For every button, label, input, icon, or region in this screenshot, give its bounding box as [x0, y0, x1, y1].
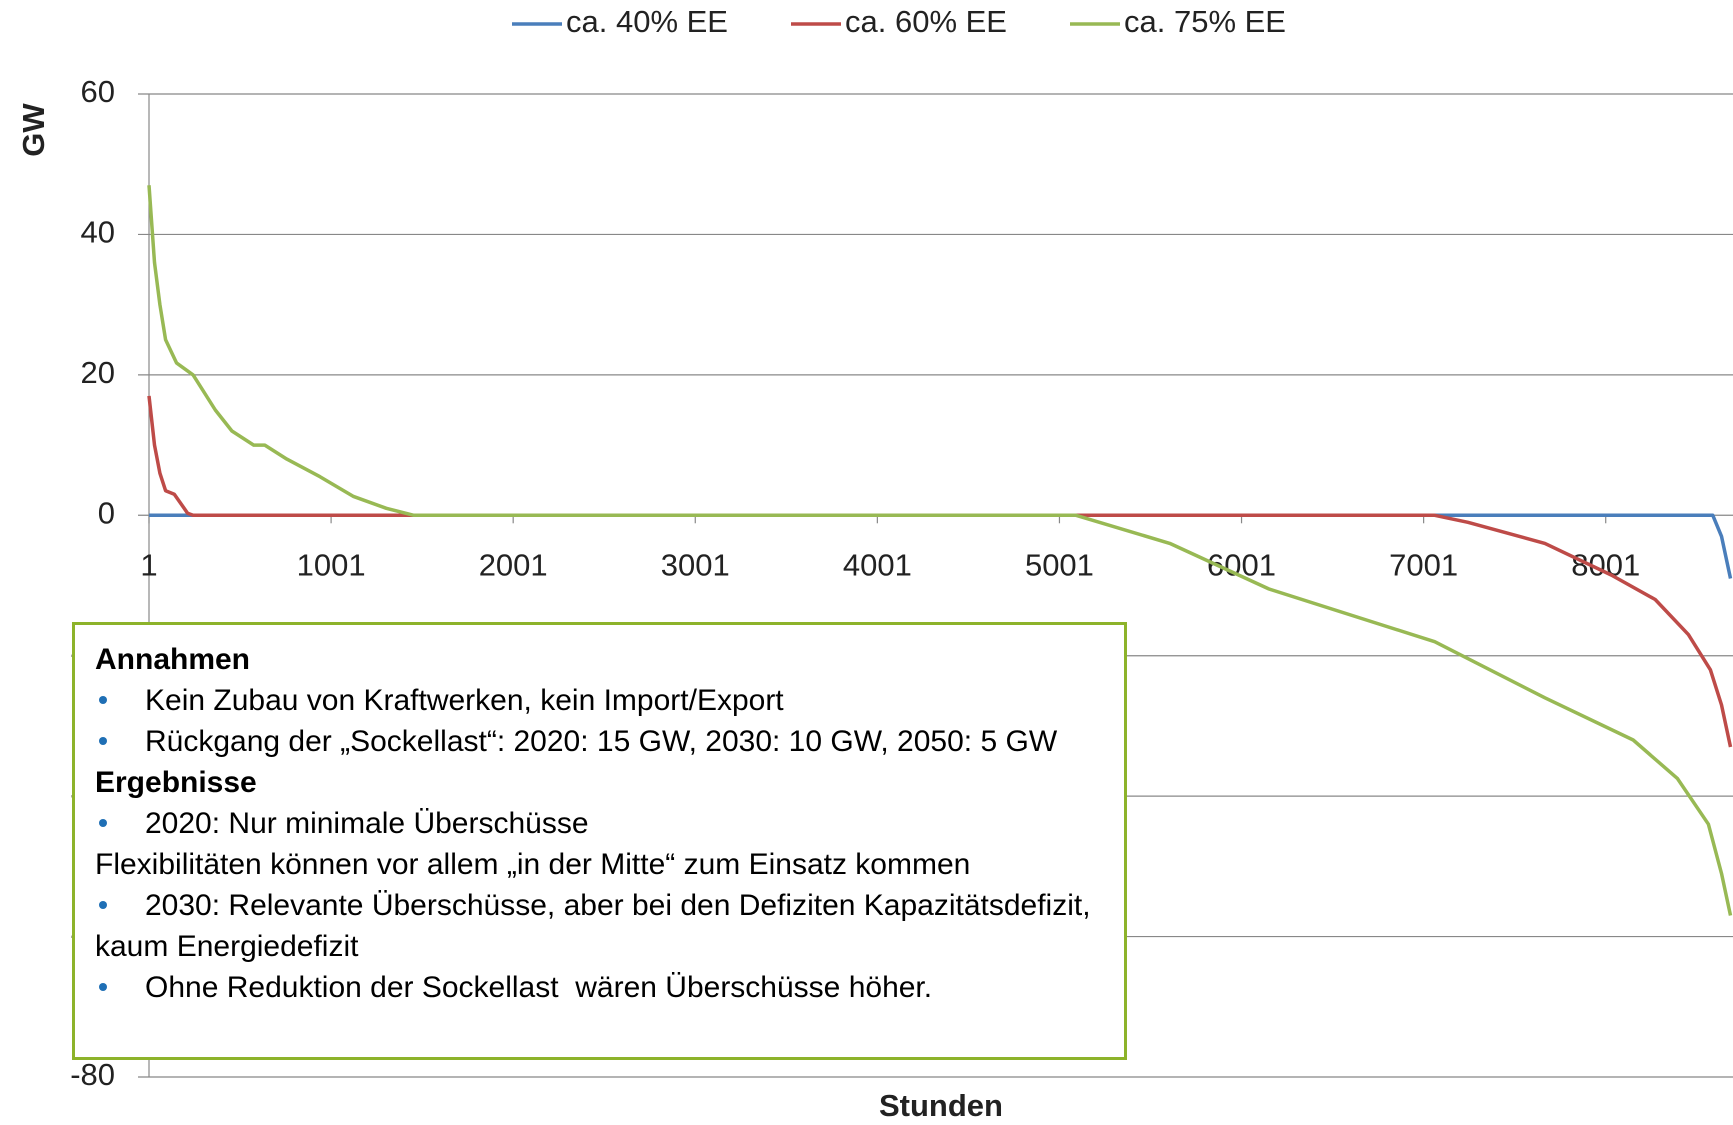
x-tick-label: 5001: [1025, 547, 1094, 582]
legend-label: ca. 40% EE: [566, 4, 728, 39]
y-tick-label: 0: [98, 495, 115, 530]
x-tick-label: 7001: [1389, 547, 1458, 582]
legend-label: ca. 75% EE: [1124, 4, 1286, 39]
x-tick-label: 3001: [661, 547, 730, 582]
box-heading: Ergebnisse: [95, 766, 257, 799]
box-line: Kein Zubau von Kraftwerken, kein Import/…: [95, 680, 1104, 721]
box-text: 2020: Nur minimale Überschüsse: [145, 807, 589, 840]
series-line: [147, 395, 1733, 748]
x-tick-label: 4001: [843, 547, 912, 582]
y-tick-label: 40: [81, 215, 115, 250]
x-tick-label: 1001: [297, 547, 366, 582]
bullet: [99, 737, 107, 746]
bullet: [99, 983, 107, 992]
box-text: Kein Zubau von Kraftwerken, kein Import/…: [145, 684, 784, 717]
box-line: Ohne Reduktion der Sockellast wären Über…: [95, 967, 1104, 1008]
box-text: Rückgang der „Sockellast“: 2020: 15 GW, …: [145, 725, 1058, 758]
series-line: [147, 185, 1733, 916]
box-text: Ohne Reduktion der Sockellast wären Über…: [145, 971, 933, 1004]
box-line: 2020: Nur minimale Überschüsse: [95, 803, 1104, 844]
x-tick-label: 2001: [479, 547, 548, 582]
bullet: [99, 696, 107, 705]
x-tick-label: 8001: [1571, 547, 1640, 582]
series-line: [149, 513, 1733, 579]
box-line: 2030: Relevante Überschüsse, aber bei de…: [95, 885, 1104, 967]
annotation-box: Annahmen Kein Zubau von Kraftwerken, kein…: [72, 622, 1127, 1060]
bullet: [99, 819, 107, 828]
box-text: Flexibilitäten können vor allem „in der …: [95, 848, 971, 881]
box-line: Flexibilitäten können vor allem „in der …: [95, 844, 1104, 885]
box-line: Rückgang der „Sockellast“: 2020: 15 GW, …: [95, 721, 1104, 762]
x-axis-title: Stunden: [879, 1088, 1003, 1123]
y-tick-label: 20: [81, 355, 115, 390]
x-tick-label: 1: [140, 547, 157, 582]
y-tick-label: 60: [81, 74, 115, 109]
y-axis-title: GW: [16, 103, 51, 157]
box-heading: Annahmen: [95, 643, 251, 676]
legend-label: ca. 60% EE: [845, 4, 1007, 39]
y-tick-label: -80: [70, 1057, 115, 1092]
bullet: [99, 901, 107, 910]
box-text: 2030: Relevante Überschüsse, aber bei de…: [95, 889, 1099, 963]
